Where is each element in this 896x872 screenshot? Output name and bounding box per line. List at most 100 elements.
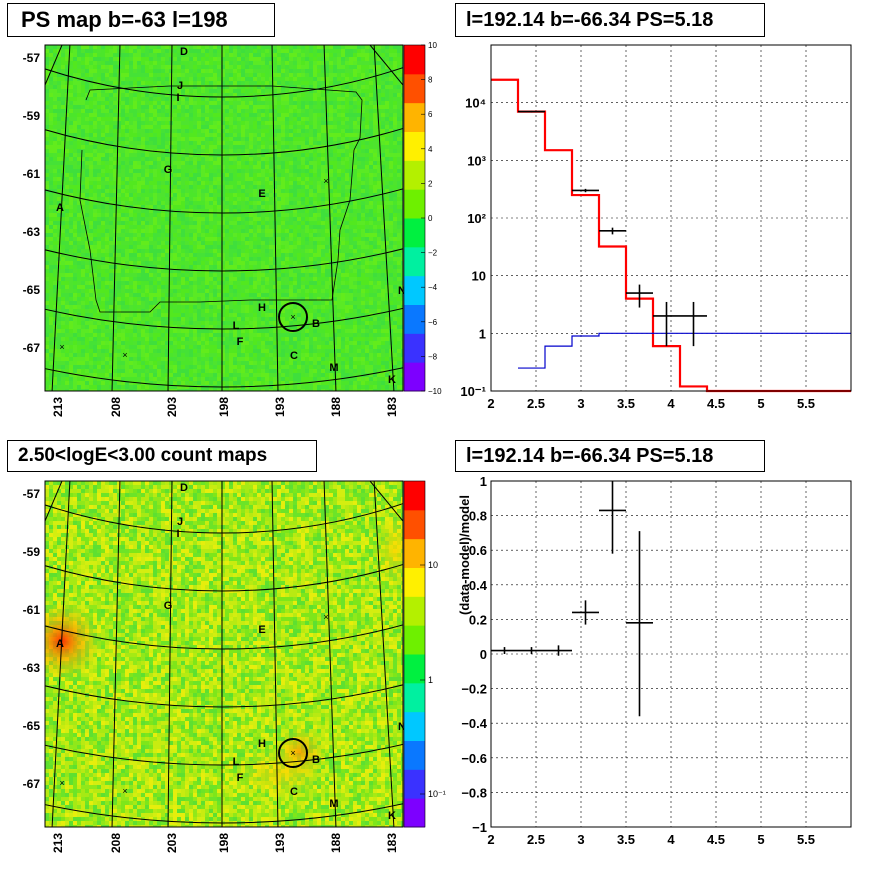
map-pixel [289,45,293,49]
map-pixel [69,69,73,73]
map-pixel [117,125,121,129]
map-pixel [157,61,161,65]
map-pixel [341,93,345,97]
map-pixel [157,221,161,225]
map-pixel [93,57,97,61]
map-pixel [357,173,361,177]
map-pixel [397,149,401,153]
map-pixel [277,137,281,141]
map-pixel [133,209,137,213]
map-pixel [177,205,181,209]
map-pixel [253,137,257,141]
map-pixel [209,177,213,181]
map-pixel [73,73,77,77]
map-pixel [393,93,397,97]
map-pixel [241,89,245,93]
map-pixel [337,261,341,265]
map-pixel [393,45,397,49]
map-pixel [241,233,245,237]
map-pixel [61,125,65,129]
map-pixel [113,105,117,109]
map-pixel [157,69,161,73]
map-pixel [393,85,397,89]
map-pixel [165,265,169,269]
map-pixel [93,241,97,245]
map-pixel [229,181,233,185]
map-pixel [281,149,285,153]
map-pixel [229,197,233,201]
map-pixel [333,153,337,157]
map-pixel [321,137,325,141]
map-pixel [93,181,97,185]
map-pixel [205,145,209,149]
map-pixel [85,137,89,141]
map-pixel [321,157,325,161]
map-pixel [197,145,201,149]
map-pixel [377,93,381,97]
map-pixel [105,181,109,185]
map-pixel [125,93,129,97]
map-pixel [205,45,209,49]
map-pixel [357,213,361,217]
map-pixel [225,65,229,69]
map-pixel [237,101,241,105]
map-pixel [93,89,97,93]
map-pixel [401,253,403,257]
map-pixel [269,105,273,109]
map-pixel [241,49,245,53]
map-pixel [389,57,393,61]
map-pixel [157,181,161,185]
map-pixel [385,117,389,121]
map-pixel [245,69,249,73]
map-pixel [221,157,225,161]
map-pixel [149,145,153,149]
map-pixel [333,221,337,225]
map-pixel [81,217,85,221]
map-pixel [169,229,173,233]
map-pixel [225,237,229,241]
map-pixel [65,69,69,73]
map-pixel [385,69,389,73]
map-pixel [193,245,197,249]
map-pixel [221,237,225,241]
map-pixel [149,229,153,233]
map-pixel [333,137,337,141]
map-pixel [245,73,249,77]
map-pixel [233,189,237,193]
map-pixel [161,257,165,261]
map-pixel [61,137,65,141]
map-pixel [249,161,253,165]
map-pixel [101,81,105,85]
map-pixel [125,157,129,161]
map-pixel [129,153,133,157]
map-pixel [361,189,365,193]
map-pixel [49,113,53,117]
map-pixel [45,113,49,117]
map-pixel [369,97,373,101]
map-pixel [241,249,245,253]
bl-panel-title: 2.50<logE<3.00 count maps [7,440,317,472]
map-pixel [109,201,113,205]
map-pixel [257,229,261,233]
map-pixel [133,157,137,161]
map-pixel [365,193,369,197]
map-pixel [261,149,265,153]
map-pixel [309,141,313,145]
map-pixel [109,169,113,173]
map-pixel [385,101,389,105]
map-pixel [269,157,273,161]
map-pixel [133,137,137,141]
map-pixel [177,237,181,241]
map-pixel [385,249,389,253]
map-pixel [309,133,313,137]
map-pixel [317,121,321,125]
map-pixel [241,217,245,221]
map-pixel [369,205,373,209]
map-pixel [133,181,137,185]
map-pixel [57,217,61,221]
map-pixel [233,253,237,257]
map-pixel [121,217,125,221]
map-pixel [381,105,385,109]
map-pixel [117,229,121,233]
map-pixel [253,257,257,261]
